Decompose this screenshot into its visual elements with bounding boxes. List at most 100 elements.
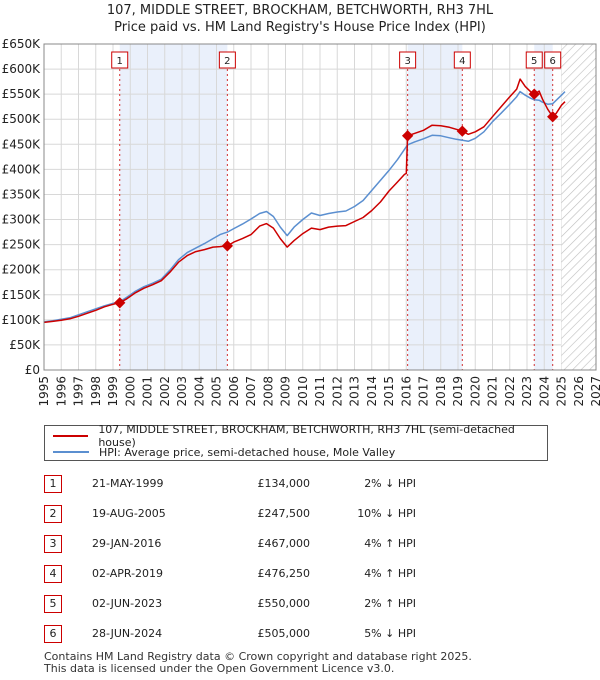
y-tick-label: £650K <box>2 37 42 51</box>
y-tick-label: £250K <box>2 238 42 252</box>
x-tick-label: 2001 <box>141 376 155 407</box>
x-tick-label: 1997 <box>72 376 86 407</box>
transaction-price: £467,000 <box>257 537 311 550</box>
x-tick-label: 2027 <box>589 376 600 407</box>
sale-label: 5 <box>531 56 537 67</box>
transaction-date: 02-APR-2019 <box>92 567 164 580</box>
x-tick-label: 2014 <box>365 376 379 407</box>
transaction-price: £550,000 <box>257 597 311 610</box>
transaction-price: £505,000 <box>257 627 311 640</box>
sale-label-box <box>453 51 471 69</box>
sale-point <box>456 125 468 137</box>
sale-point <box>401 130 414 142</box>
sale-label: 6 <box>550 56 556 67</box>
footer-notice: Contains HM Land Registry data © Crown c… <box>44 651 472 675</box>
y-tick-label: £150K <box>2 288 42 302</box>
transaction-row: 6 28-JUN-2024 £505,000 5% ↓ HPI <box>44 625 564 645</box>
transaction-hpi-diff: 5% ↓ HPI <box>364 627 416 640</box>
x-tick-label: 2004 <box>192 376 206 407</box>
x-tick-label: 2009 <box>279 376 293 407</box>
legend-item-hpi: HPI: Average price, semi-detached house,… <box>53 445 395 459</box>
footer-licence: This data is licensed under the Open Gov… <box>44 662 395 675</box>
footer-copyright: Contains HM Land Registry data © Crown c… <box>44 650 472 663</box>
y-tick-label: £0 <box>25 363 40 377</box>
transaction-date: 19-AUG-2005 <box>92 507 166 520</box>
x-tick-label: 2021 <box>486 376 500 407</box>
x-tick-label: 2025 <box>555 376 569 407</box>
transaction-hpi-diff: 4% ↑ HPI <box>364 567 416 580</box>
transaction-hpi-diff: 2% ↑ HPI <box>364 597 416 610</box>
property-line-swatch <box>53 435 89 437</box>
x-tick-label: 2010 <box>296 376 310 407</box>
transaction-row: 5 02-JUN-2023 £550,000 2% ↑ HPI <box>44 595 564 615</box>
ownership-shade <box>407 44 463 370</box>
transaction-date: 28-JUN-2024 <box>92 627 163 640</box>
transaction-price: £134,000 <box>257 477 311 490</box>
x-tick-label: 2018 <box>434 376 448 407</box>
chart-subtitle: Price paid vs. HM Land Registry's House … <box>114 20 486 35</box>
sale-label-box <box>399 51 417 69</box>
transaction-row: 4 02-APR-2019 £476,250 4% ↑ HPI <box>44 565 564 585</box>
transaction-row: 1 21-MAY-1999 £134,000 2% ↓ HPI <box>44 475 564 495</box>
x-tick-label: 2022 <box>503 376 517 407</box>
transaction-number: 5 <box>44 595 62 613</box>
x-tick-label: 2019 <box>451 376 465 407</box>
y-tick-label: £50K <box>9 338 41 352</box>
x-tick-label: 2005 <box>210 376 224 407</box>
sale-point <box>221 240 234 252</box>
x-tick-label: 2008 <box>261 376 275 407</box>
x-tick-label: 2016 <box>399 376 413 407</box>
sale-label: 1 <box>117 56 123 67</box>
x-tick-label: 2026 <box>572 376 586 407</box>
y-tick-label: £500K <box>2 112 42 126</box>
x-tick-label: 2015 <box>382 376 396 407</box>
transaction-date: 02-JUN-2023 <box>92 597 163 610</box>
y-tick-label: £450K <box>2 137 42 151</box>
x-tick-label: 2000 <box>123 376 137 407</box>
sale-label: 3 <box>404 56 410 67</box>
transaction-number: 6 <box>44 625 62 643</box>
transaction-number: 1 <box>44 475 62 493</box>
y-tick-label: £600K <box>2 62 42 76</box>
transaction-price: £476,250 <box>257 567 311 580</box>
x-tick-label: 2013 <box>348 376 362 407</box>
x-tick-label: 2012 <box>330 376 344 407</box>
price-chart: 1 2 3 4 5 6 £0 £50K £100K £150K £200K £250K £300K £3… <box>2 37 600 407</box>
transaction-number: 4 <box>44 565 62 583</box>
x-tick-label: 2007 <box>244 376 258 407</box>
transaction-hpi-diff: 10% ↓ HPI <box>357 507 416 520</box>
x-tick-label: 2002 <box>158 376 172 407</box>
y-tick-label: £200K <box>2 263 42 277</box>
transaction-row: 2 19-AUG-2005 £247,500 10% ↓ HPI <box>44 505 564 525</box>
hpi-line-swatch <box>53 451 89 453</box>
transaction-hpi-diff: 2% ↓ HPI <box>364 477 416 490</box>
transaction-date: 21-MAY-1999 <box>92 477 164 490</box>
transaction-price: £247,500 <box>257 507 311 520</box>
legend-item-property: 107, MIDDLE STREET, BROCKHAM, BETCHWORTH… <box>53 423 547 449</box>
legend-property-label: 107, MIDDLE STREET, BROCKHAM, BETCHWORTH… <box>98 423 515 449</box>
x-tick-label: 2017 <box>417 376 431 407</box>
transaction-row: 3 29-JAN-2016 £467,000 4% ↑ HPI <box>44 535 564 555</box>
legend-hpi-label: HPI: Average price, semi-detached house,… <box>99 445 396 459</box>
chart-title: 107, MIDDLE STREET, BROCKHAM, BETCHWORTH… <box>106 3 494 18</box>
sale-label-box <box>525 51 543 69</box>
y-tick-label: £400K <box>2 162 42 176</box>
transaction-number: 3 <box>44 535 62 553</box>
x-tick-label: 1999 <box>106 376 120 407</box>
x-tick-label: 2011 <box>313 376 327 407</box>
y-tick-label: £550K <box>2 87 42 101</box>
x-tick-label: 2020 <box>468 376 482 407</box>
property-series-line <box>44 78 566 324</box>
ownership-shade <box>534 44 553 370</box>
x-tick-label: 2003 <box>175 376 189 407</box>
transaction-date: 29-JAN-2016 <box>92 537 162 550</box>
sale-label-box <box>111 51 129 69</box>
x-tick-label: 2006 <box>227 376 241 407</box>
transaction-number: 2 <box>44 505 62 523</box>
ownership-shade <box>119 44 228 370</box>
x-tick-label: 2024 <box>537 376 551 407</box>
sale-label: 2 <box>224 56 230 67</box>
y-tick-label: £300K <box>2 213 42 227</box>
x-tick-label: 1995 <box>37 376 51 407</box>
sale-label-box <box>218 51 236 69</box>
